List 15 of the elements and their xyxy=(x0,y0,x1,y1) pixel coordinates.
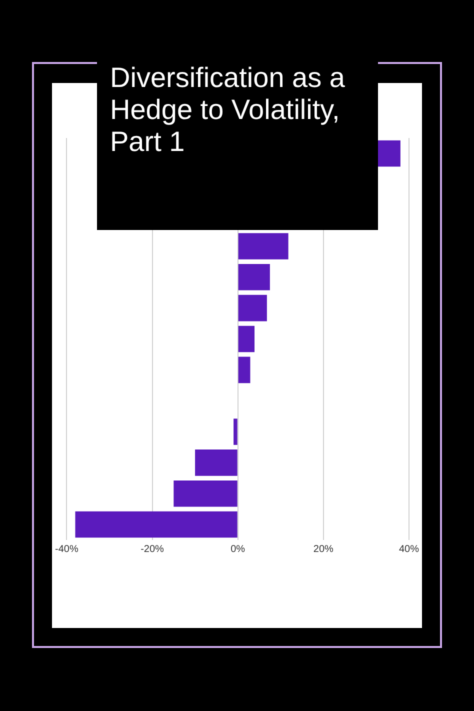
x-tick-label: -20% xyxy=(140,544,164,555)
x-tick-label: 0% xyxy=(230,544,246,555)
bar xyxy=(238,233,288,260)
bar xyxy=(238,356,250,384)
bar xyxy=(234,418,238,445)
x-tick-label: -40% xyxy=(54,544,78,555)
bar xyxy=(238,326,255,352)
bar xyxy=(195,450,238,476)
x-tick-label: 20% xyxy=(313,544,334,555)
bar xyxy=(238,294,267,322)
bar xyxy=(174,480,238,507)
chart-title: Diversification as a Hedge to Volatility, Part 1 xyxy=(110,62,346,158)
x-tick-label: 40% xyxy=(398,544,420,555)
bar xyxy=(75,511,238,538)
bar xyxy=(238,264,270,290)
